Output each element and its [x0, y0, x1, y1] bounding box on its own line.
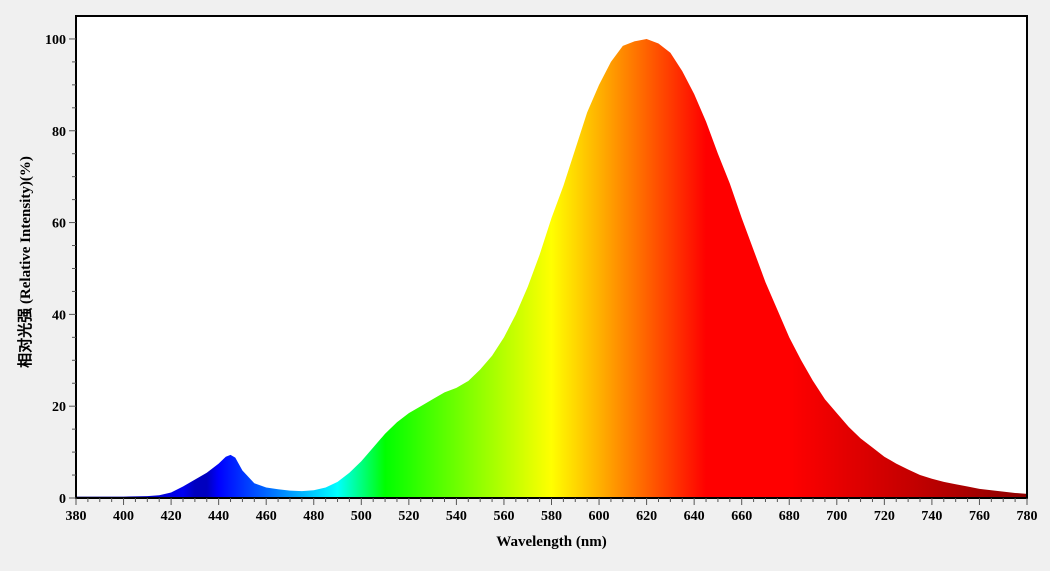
x-tick-label: 420	[161, 509, 182, 524]
y-axis: 0 20 40 60 80 100	[45, 33, 76, 507]
y-tick-label: 20	[52, 400, 66, 415]
x-tick-label: 720	[874, 509, 895, 524]
x-tick-label: 520	[398, 509, 419, 524]
y-tick-label: 0	[59, 492, 66, 507]
x-tick-label: 620	[636, 509, 657, 524]
y-tick-label: 100	[45, 33, 66, 48]
x-tick-label: 640	[684, 509, 705, 524]
x-tick-label: 540	[446, 509, 467, 524]
y-axis-label: 相对光强 (Relative Intensity)(%)	[16, 156, 34, 368]
x-tick-label: 780	[1017, 509, 1038, 524]
y-tick-label: 60	[52, 217, 66, 232]
x-axis: 380 400 420 440 460 480 500 520 540 560 580 600 620 6…	[66, 498, 1038, 524]
x-tick-label: 700	[826, 509, 847, 524]
x-tick-label: 500	[351, 509, 372, 524]
x-tick-label: 580	[541, 509, 562, 524]
x-tick-label: 440	[208, 509, 229, 524]
x-tick-label: 680	[779, 509, 800, 524]
x-tick-label: 560	[493, 509, 514, 524]
x-tick-label: 660	[731, 509, 752, 524]
y-tick-label: 40	[52, 308, 66, 323]
y-tick-label: 80	[52, 125, 66, 140]
x-tick-label: 480	[303, 509, 324, 524]
x-tick-label: 380	[66, 509, 87, 524]
x-tick-label: 600	[589, 509, 610, 524]
x-axis-label: Wavelength (nm)	[496, 534, 606, 550]
x-tick-label: 760	[969, 509, 990, 524]
x-tick-label: 400	[113, 509, 134, 524]
spectrum-area	[76, 38, 1027, 498]
x-tick-label: 740	[921, 509, 942, 524]
x-tick-label: 460	[256, 509, 277, 524]
